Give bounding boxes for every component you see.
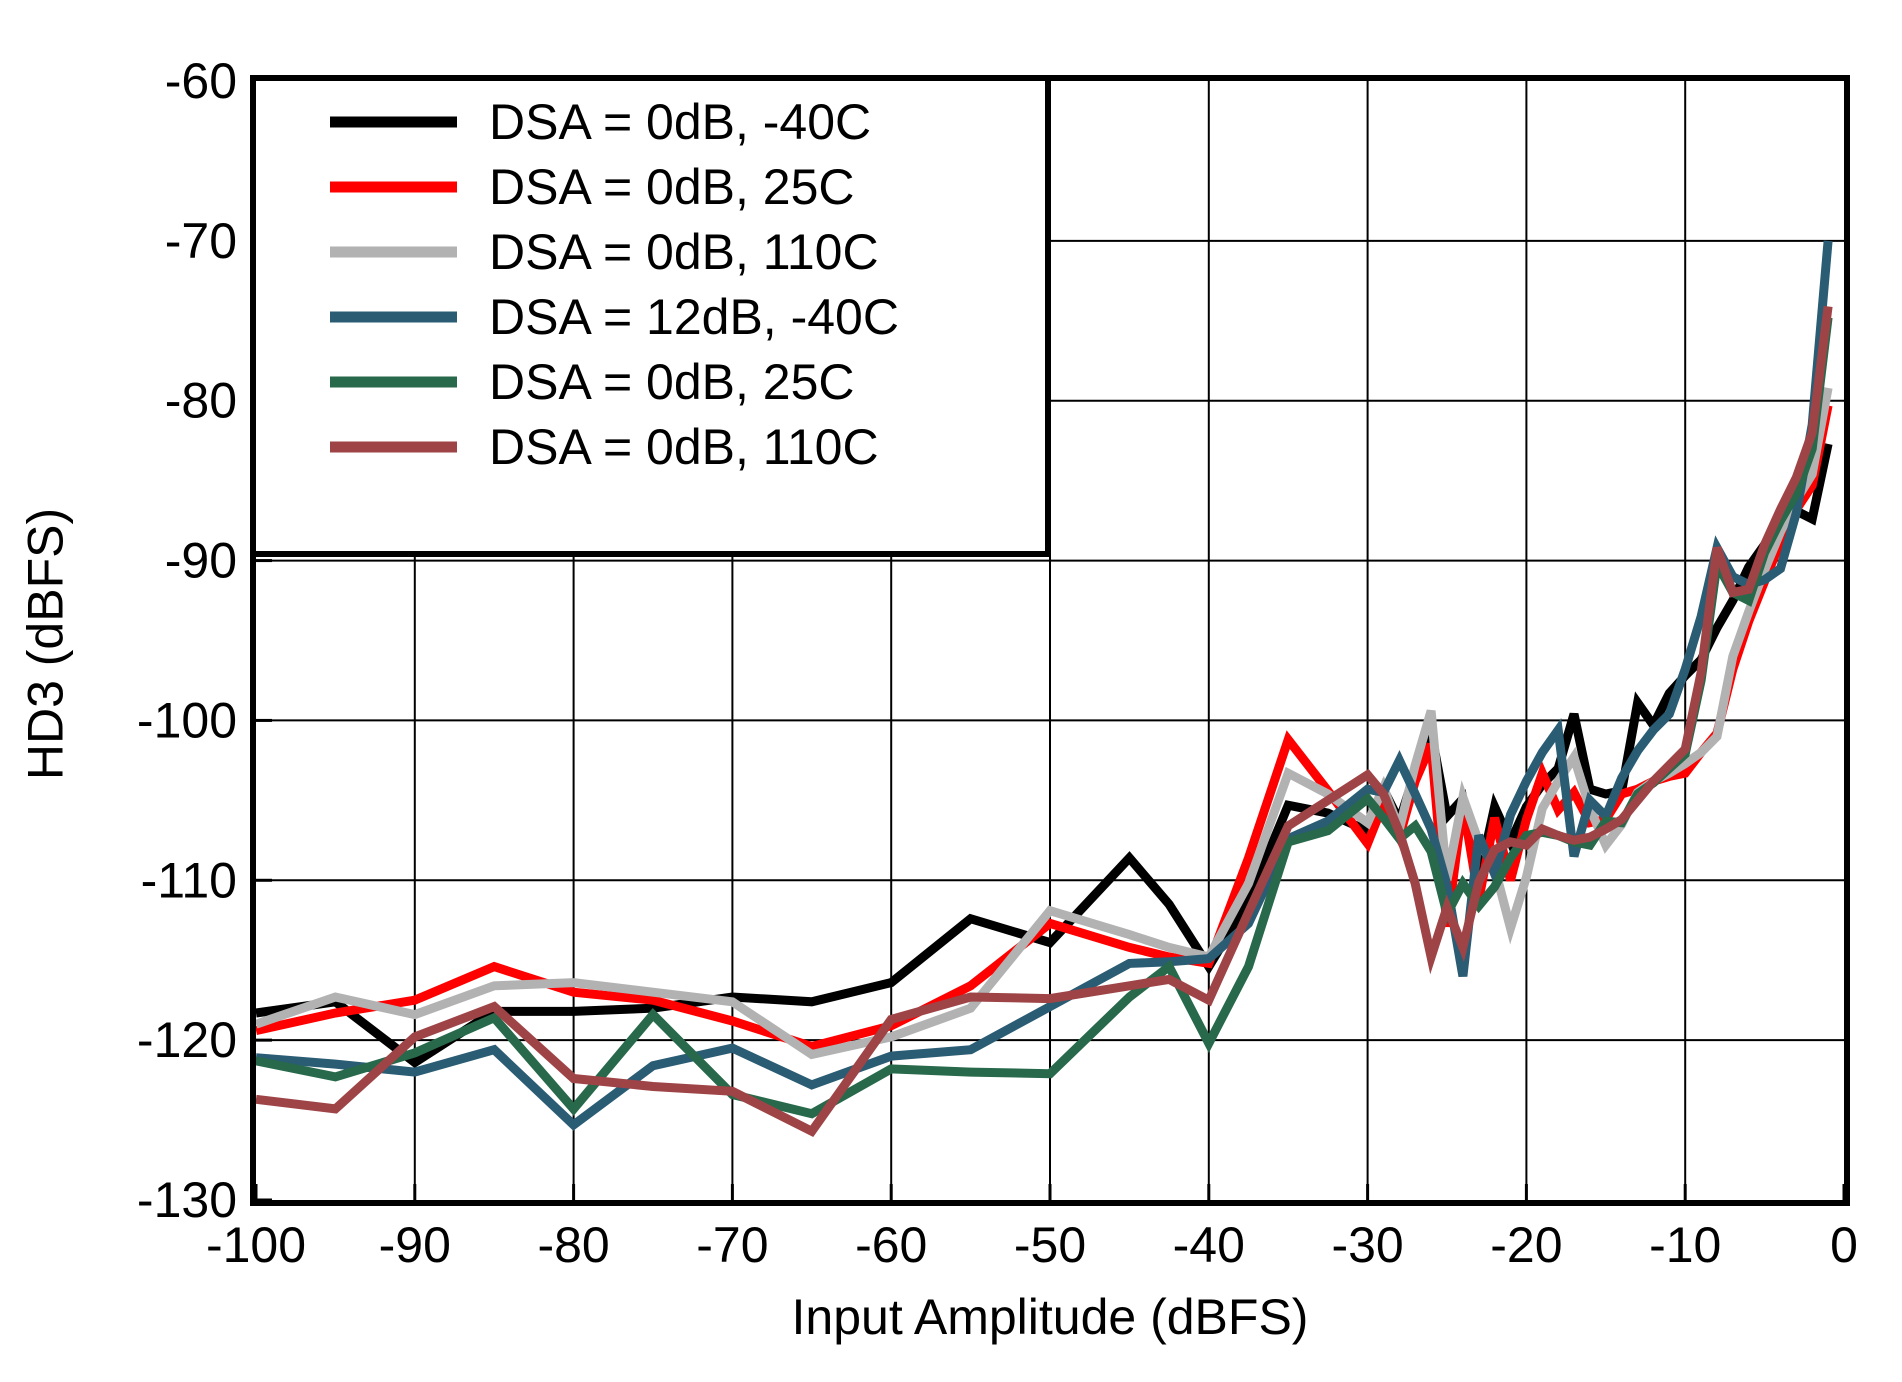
y-tick-label: -130 (137, 1172, 237, 1228)
x-tick-label: -10 (1649, 1217, 1721, 1273)
legend-label-2: DSA = 0dB, 110C (489, 224, 879, 280)
x-tick-label: -50 (1014, 1217, 1086, 1273)
x-tick-label: -100 (206, 1217, 306, 1273)
series-line-2 (254, 387, 1833, 1060)
legend-label-0: DSA = 0dB, -40C (489, 94, 871, 150)
x-tick-label: -20 (1490, 1217, 1562, 1273)
legend-label-4: DSA = 0dB, 25C (489, 354, 855, 410)
y-tick-label: -90 (165, 533, 237, 589)
y-tick-label: -70 (165, 213, 237, 269)
y-tick-label: -80 (165, 373, 237, 429)
x-tick-label: -70 (696, 1217, 768, 1273)
y-axis-title: HD3 (dBFS) (17, 507, 74, 781)
y-tick-label: -120 (137, 1012, 237, 1068)
x-tick-label: -40 (1173, 1217, 1245, 1273)
legend-label-1: DSA = 0dB, 25C (489, 159, 855, 215)
y-tick-label: -60 (165, 53, 237, 109)
y-tick-label: -100 (137, 692, 237, 748)
x-axis-title: Input Amplitude (dBFS) (791, 1289, 1309, 1345)
x-tick-label: 0 (1830, 1217, 1858, 1273)
legend-label-3: DSA = 12dB, -40C (489, 289, 899, 345)
x-tick-label: -90 (379, 1217, 451, 1273)
legend-label-5: DSA = 0dB, 110C (489, 419, 879, 475)
x-tick-label: -80 (537, 1217, 609, 1273)
x-tick-label: -30 (1331, 1217, 1403, 1273)
series-line-3 (255, 240, 1833, 1131)
x-tick-label: -60 (855, 1217, 927, 1273)
series-line-5 (255, 305, 1833, 1138)
y-tick-label: -110 (141, 852, 237, 908)
